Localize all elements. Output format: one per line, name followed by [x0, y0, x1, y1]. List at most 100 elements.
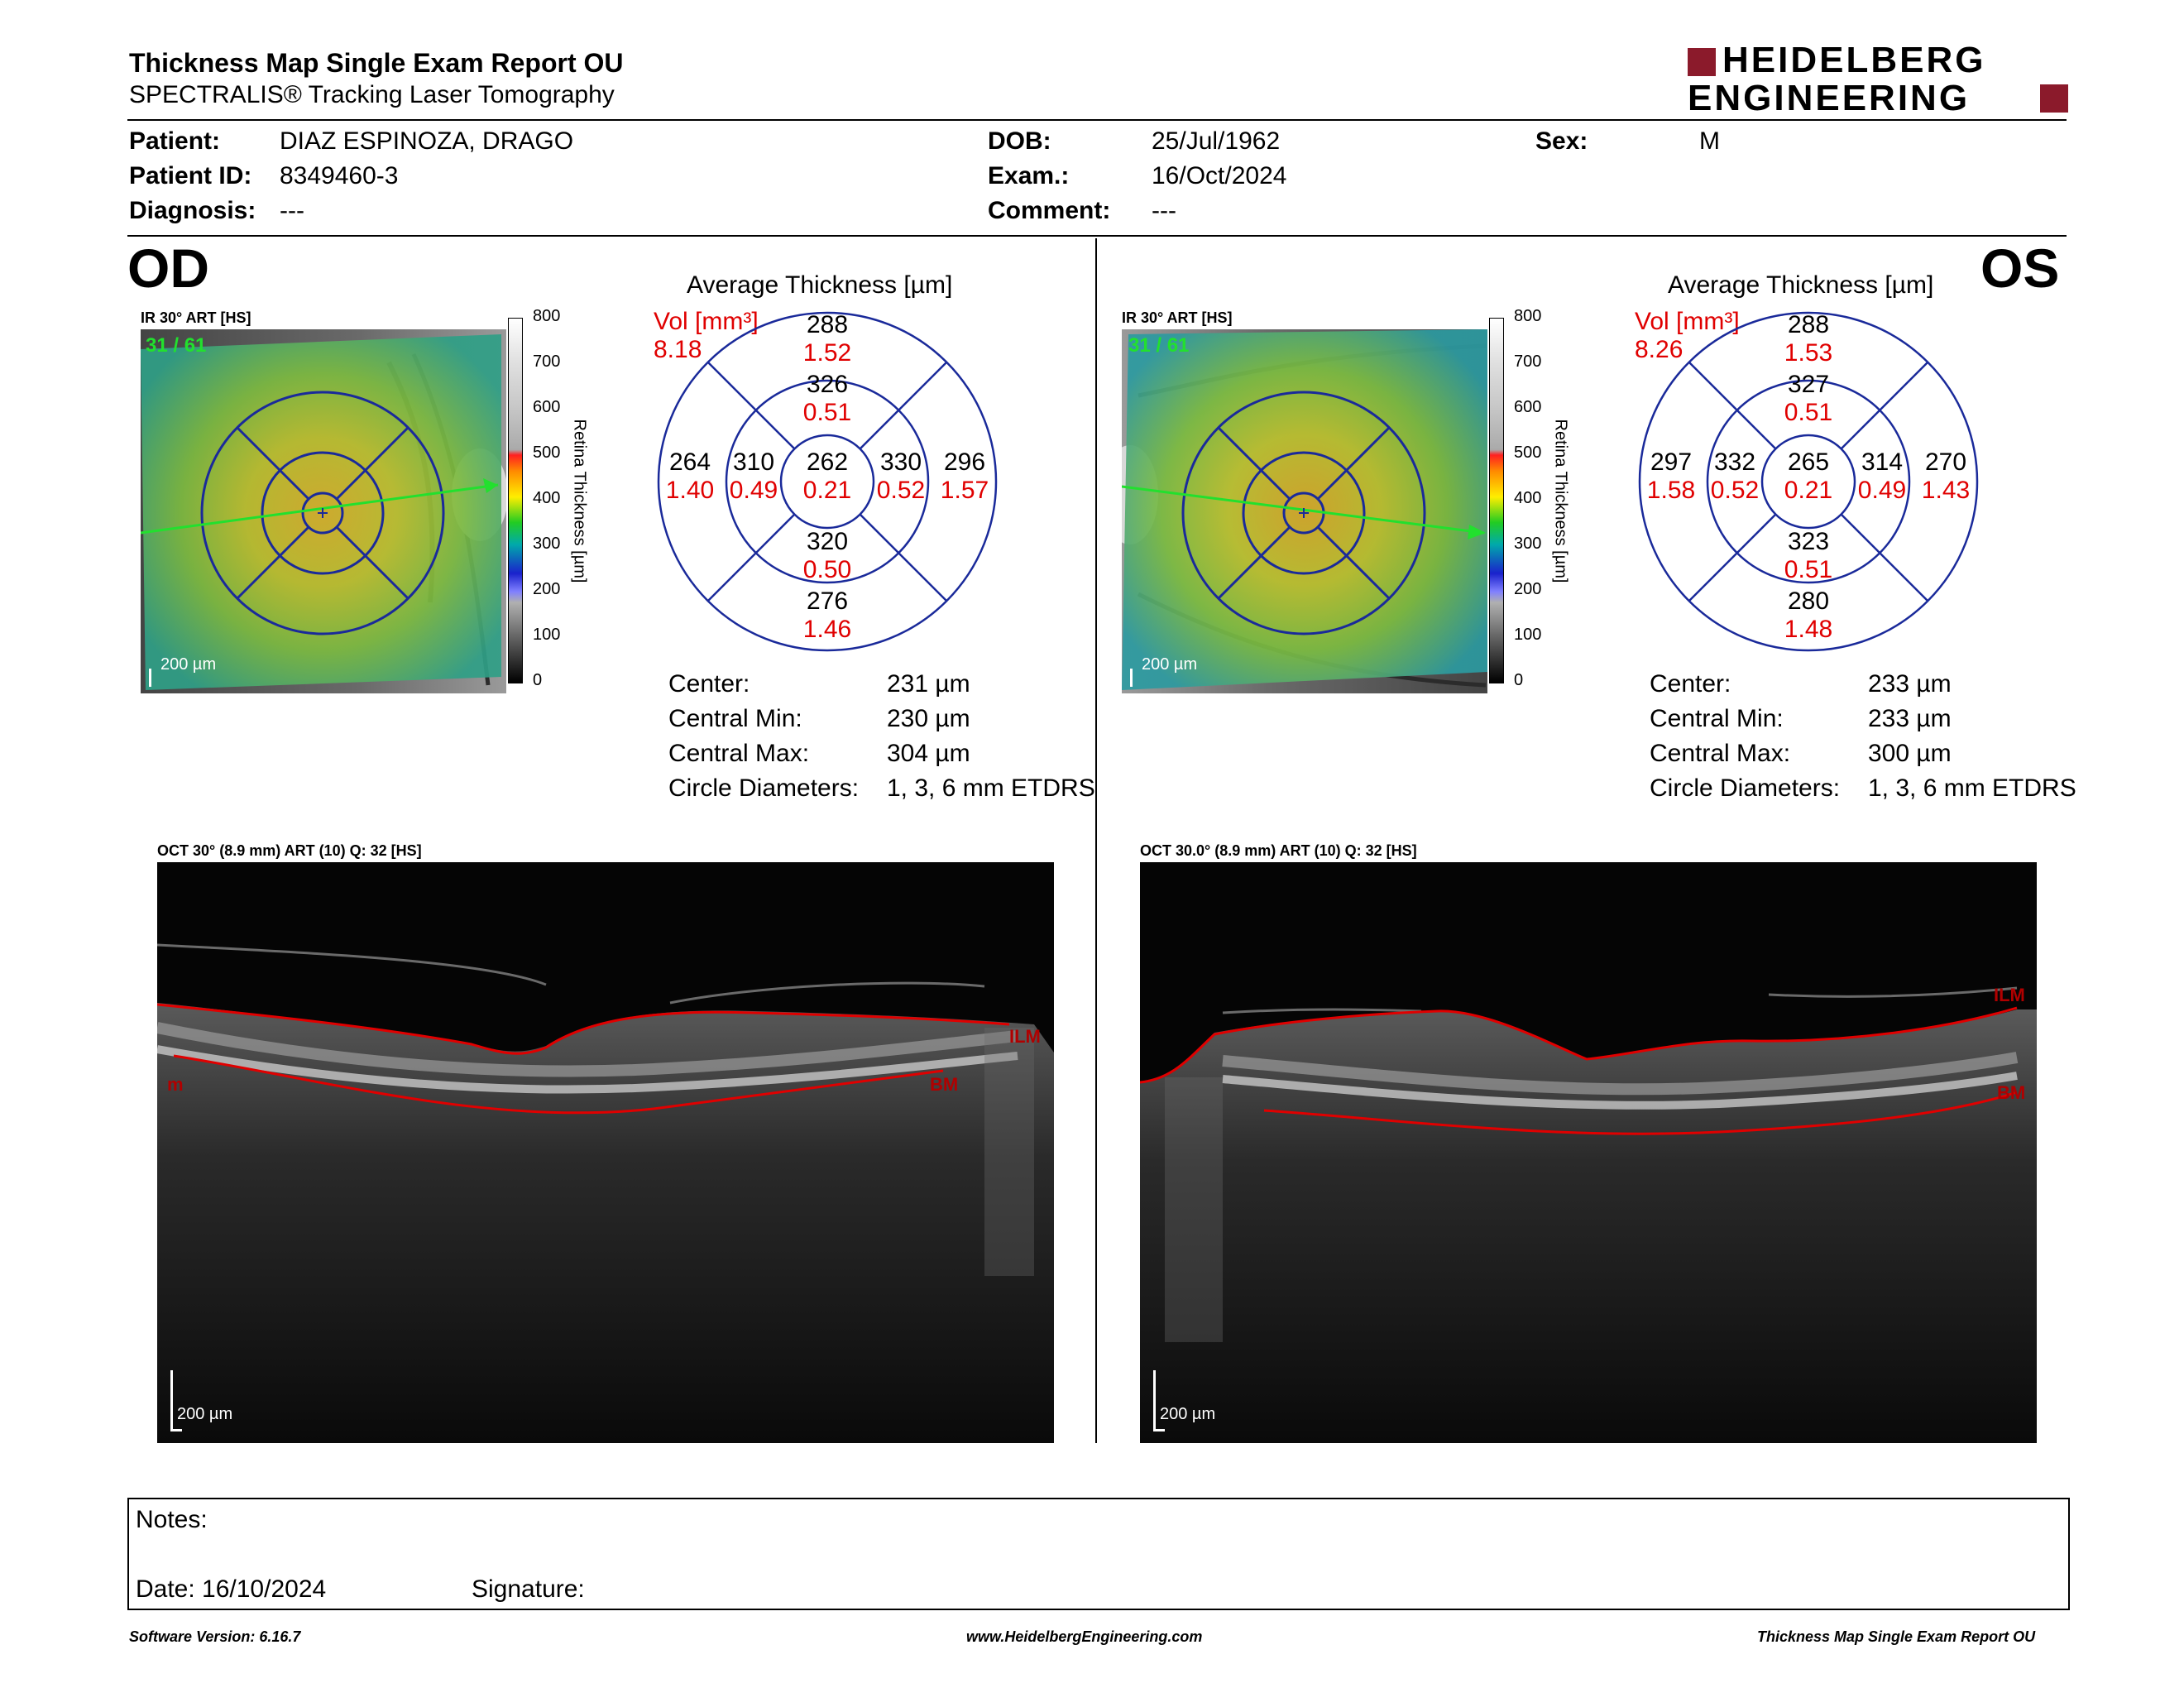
os-outer-right-vol: 1.43 [1921, 477, 1971, 504]
os-inner-left-thick: 332 [1713, 448, 1756, 476]
patient-name: DIAZ ESPINOZA, DRAGO [280, 127, 574, 155]
od-inner-sup-thick: 326 [806, 371, 849, 398]
od-cmax-value: 304 µm [887, 740, 970, 767]
od-inner-right-thick: 330 [879, 448, 922, 476]
od-sector-values: 288 1.52 326 0.51 264 1.40 310 0.49 262 … [657, 311, 998, 652]
os-outer-sup-vol: 1.53 [1784, 339, 1833, 367]
os-eye-label: OS [1980, 237, 2060, 299]
od-cmin-value: 230 µm [887, 705, 970, 732]
patient-id-value: 8349460-3 [280, 162, 399, 189]
od-inner-sup-vol: 0.51 [802, 399, 852, 426]
os-cmin-label: Central Min: [1650, 705, 1784, 732]
os-outer-left-thick: 297 [1650, 448, 1693, 476]
od-outer-right-vol: 1.57 [940, 477, 989, 504]
patient-label: Patient: [129, 127, 221, 155]
od-center-value: 231 µm [887, 670, 970, 698]
patient-id-label: Patient ID: [129, 162, 252, 189]
od-diam-value: 1, 3, 6 mm ETDRS [887, 774, 1095, 802]
os-center-label: Center: [1650, 670, 1731, 698]
os-ilm-label: ILM [1994, 985, 2025, 1005]
od-eye-label: OD [127, 237, 209, 299]
date-label: Date: 16/10/2024 [136, 1575, 327, 1603]
os-center-value: 233 µm [1868, 670, 1952, 698]
os-oct-scale: 200 µm [1160, 1405, 1216, 1423]
od-outer-inf-thick: 276 [806, 587, 849, 615]
os-inner-sup-thick: 327 [1787, 371, 1830, 398]
os-inner-sup-vol: 0.51 [1784, 399, 1833, 426]
footer-report-name: Thickness Map Single Exam Report OU [1757, 1628, 2036, 1645]
os-cmax-label: Central Max: [1650, 740, 1791, 767]
od-ilm-label: ILM [1009, 1026, 1041, 1047]
od-oct-scale: 200 µm [177, 1405, 233, 1423]
os-bm-label: BM [1997, 1082, 2026, 1103]
od-outer-left-thick: 264 [668, 448, 711, 476]
od-inner-inf-thick: 320 [806, 528, 849, 555]
sex-value: M [1699, 127, 1720, 155]
os-vol-label: Vol [mm³] [1635, 308, 1740, 335]
od-vol-total: 8.18 [654, 336, 702, 363]
os-fundus-image [1102, 329, 1487, 693]
footer-website: www.HeidelbergEngineering.com [966, 1628, 1203, 1645]
os-cmin-value: 233 µm [1868, 705, 1952, 732]
od-diam-label: Circle Diameters: [668, 774, 860, 802]
od-inner-right-vol: 0.52 [876, 477, 926, 504]
od-inner-left-vol: 0.49 [729, 477, 778, 504]
od-outer-sup-vol: 1.52 [802, 339, 852, 367]
os-sector-values: 288 1.53 327 0.51 297 1.58 332 0.52 265 … [1638, 311, 1979, 652]
od-cmax-label: Central Max: [668, 740, 810, 767]
os-center-vol: 0.21 [1784, 477, 1833, 504]
dob-value: 25/Jul/1962 [1152, 127, 1281, 155]
od-ir-scale: 200 µm [160, 655, 217, 674]
od-avg-title: Average Thickness [µm] [687, 271, 953, 299]
od-center-vol: 0.21 [802, 477, 852, 504]
footer-software-version: Software Version: 6.16.7 [129, 1628, 301, 1645]
heidelberg-logo: HEIDELBERG ENGINEERING [1688, 41, 2068, 118]
os-outer-inf-vol: 1.48 [1784, 616, 1833, 643]
os-inner-inf-vol: 0.51 [1784, 556, 1833, 583]
od-center-thick: 262 [806, 448, 849, 476]
diagnosis-label: Diagnosis: [129, 197, 256, 224]
os-oct-bscan [1140, 862, 2037, 1443]
notes-box[interactable] [127, 1498, 2070, 1610]
os-colorbar [1489, 318, 1504, 683]
os-ir-label: IR 30° ART [HS] [1122, 309, 1233, 326]
od-colorbar-title: Retina Thickness [µm] [570, 419, 589, 583]
notes-label: Notes: [136, 1506, 208, 1533]
od-center-label: Center: [668, 670, 750, 698]
os-etdrs-grid [1638, 311, 1979, 652]
os-frame-counter: 31 / 61 [1128, 334, 1190, 357]
od-colorbar [508, 318, 523, 683]
os-oct-label: OCT 30.0° (8.9 mm) ART (10) Q: 32 [HS] [1140, 842, 1417, 859]
exam-value: 16/Oct/2024 [1152, 162, 1287, 189]
os-center-thick: 265 [1787, 448, 1830, 476]
os-inner-left-vol: 0.52 [1710, 477, 1760, 504]
logo-line2: ENGINEERING [1688, 78, 1971, 118]
od-vol-label: Vol [mm³] [654, 308, 759, 335]
diagnosis-value: --- [280, 197, 304, 224]
od-oct-label: OCT 30° (8.9 mm) ART (10) Q: 32 [HS] [157, 842, 422, 859]
od-outer-inf-vol: 1.46 [802, 616, 852, 643]
eye-divider [1095, 238, 1097, 1443]
os-ir-scale: 200 µm [1142, 655, 1198, 674]
signature-label: Signature: [472, 1575, 585, 1603]
os-inner-right-vol: 0.49 [1857, 477, 1907, 504]
os-diam-value: 1, 3, 6 mm ETDRS [1868, 774, 2076, 802]
os-outer-inf-thick: 280 [1787, 587, 1830, 615]
od-outer-sup-thick: 288 [806, 311, 849, 338]
os-diam-label: Circle Diameters: [1650, 774, 1841, 802]
dob-label: DOB: [988, 127, 1051, 155]
od-frame-counter: 31 / 61 [146, 334, 207, 357]
od-cmin-label: Central Min: [668, 705, 802, 732]
od-inner-inf-vol: 0.50 [802, 556, 852, 583]
os-cmax-value: 300 µm [1868, 740, 1952, 767]
od-bm-label: BM [930, 1074, 959, 1095]
os-colorbar-title: Retina Thickness [µm] [1551, 419, 1570, 583]
od-outer-left-vol: 1.40 [665, 477, 715, 504]
os-inner-inf-thick: 323 [1787, 528, 1830, 555]
od-outer-right-thick: 296 [943, 448, 986, 476]
sex-label: Sex: [1535, 127, 1588, 155]
comment-value: --- [1152, 197, 1176, 224]
report-title: Thickness Map Single Exam Report OU [129, 48, 624, 78]
od-inner-left-thick: 310 [732, 448, 775, 476]
os-outer-left-vol: 1.58 [1646, 477, 1696, 504]
